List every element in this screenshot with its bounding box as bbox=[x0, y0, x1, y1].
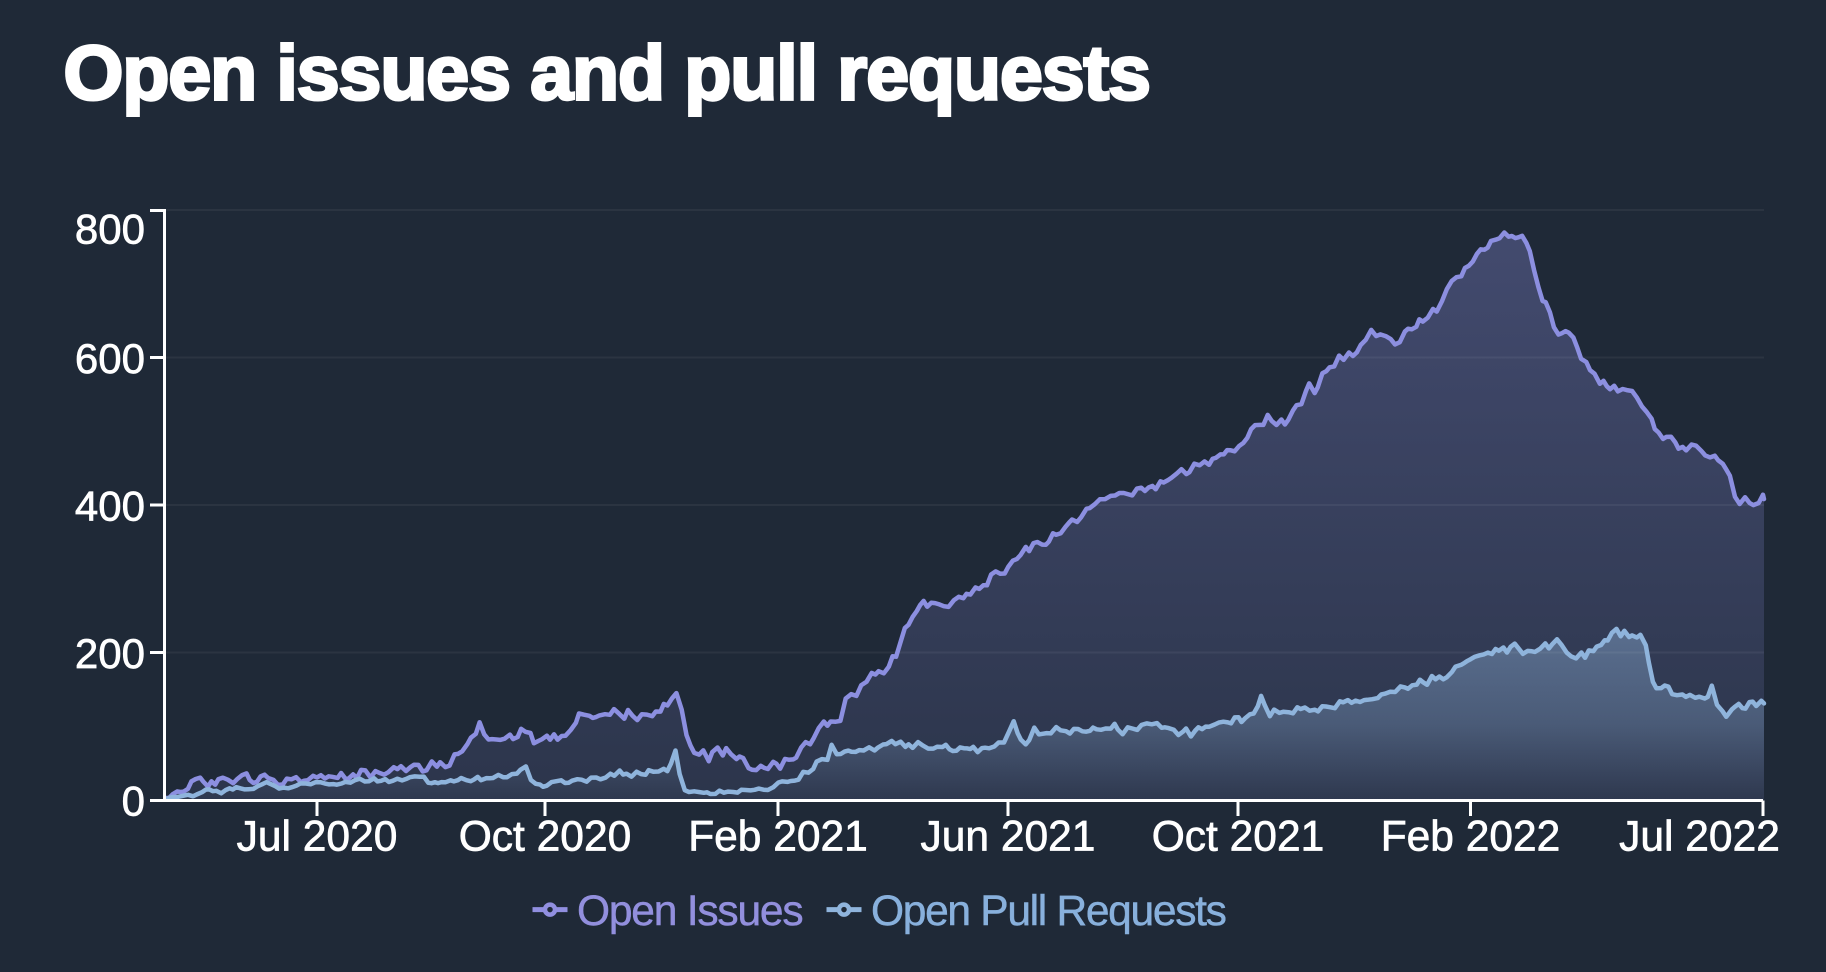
svg-text:Feb 2021: Feb 2021 bbox=[688, 814, 868, 861]
svg-text:Open issues and pull requests: Open issues and pull requests bbox=[64, 31, 1150, 117]
svg-text:800: 800 bbox=[75, 205, 145, 252]
svg-text:Jul 2022: Jul 2022 bbox=[1619, 814, 1780, 861]
svg-text:400: 400 bbox=[75, 483, 145, 530]
svg-text:Jul 2020: Jul 2020 bbox=[237, 814, 398, 861]
svg-text:Jun 2021: Jun 2021 bbox=[921, 814, 1096, 861]
svg-text:0: 0 bbox=[122, 778, 145, 825]
svg-text:200: 200 bbox=[75, 630, 145, 677]
svg-text:Feb 2022: Feb 2022 bbox=[1381, 814, 1561, 861]
svg-text:Oct 2020: Oct 2020 bbox=[459, 814, 631, 861]
svg-text:Open Pull Requests: Open Pull Requests bbox=[871, 888, 1226, 935]
svg-text:600: 600 bbox=[75, 335, 145, 382]
svg-text:Oct 2021: Oct 2021 bbox=[1152, 814, 1324, 861]
svg-text:Open Issues: Open Issues bbox=[577, 888, 802, 935]
